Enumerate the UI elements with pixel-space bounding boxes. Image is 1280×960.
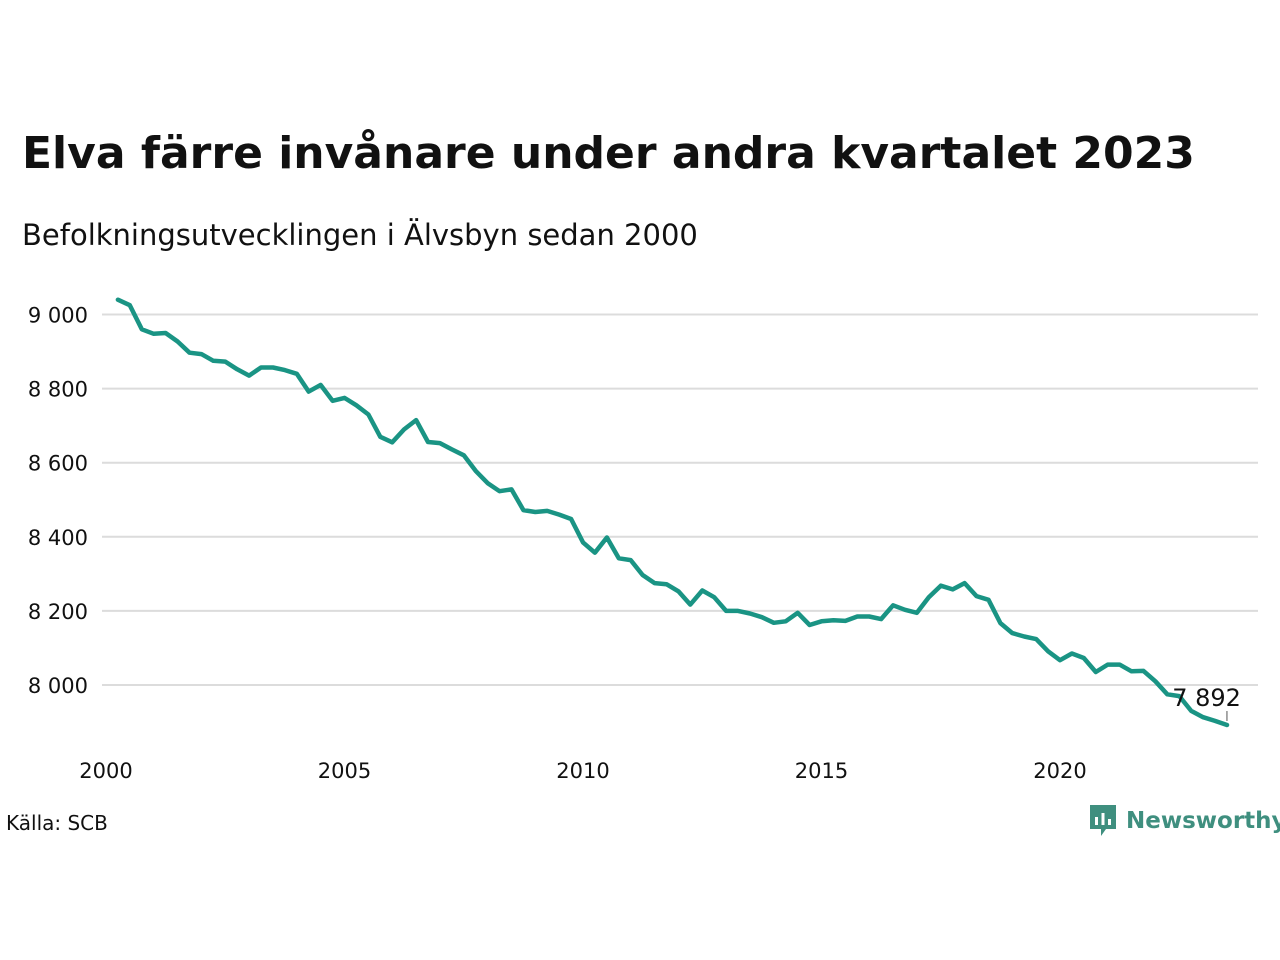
- brand-name: Newsworthy: [1126, 808, 1280, 834]
- gridlines: [102, 313, 1258, 686]
- end-value-label: 7 892: [1172, 684, 1241, 712]
- chart-title: Elva färre invånare under andra kvartale…: [22, 128, 1195, 179]
- y-tick-label: 8 800: [28, 378, 88, 402]
- x-tick-label: 2020: [1033, 759, 1086, 783]
- x-tick-label: 2000: [79, 759, 132, 783]
- y-axis-ticks: 8 000 8 200 8 400 8 600 8 800 9 000: [28, 304, 88, 699]
- chart-subtitle: Befolkningsutvecklingen i Älvsbyn sedan …: [22, 218, 698, 252]
- series-layer: [115, 297, 1230, 728]
- newsworthy-logo-icon: [1090, 805, 1116, 836]
- y-tick-label: 9 000: [28, 304, 88, 328]
- x-tick-label: 2010: [556, 759, 609, 783]
- source-note: Källa: SCB: [6, 811, 108, 835]
- annotation-layer: 7 892: [1172, 684, 1241, 722]
- brand-logo: Newsworthy: [1088, 803, 1280, 839]
- x-tick-label: 2015: [795, 759, 848, 783]
- y-tick-label: 8 400: [28, 526, 88, 550]
- x-tick-label: 2005: [318, 759, 371, 783]
- x-axis-ticks: 2000 2005 2010 2015 2020: [79, 759, 1086, 783]
- y-tick-label: 8 200: [28, 600, 88, 624]
- series-line-population: [115, 297, 1230, 728]
- y-tick-label: 8 600: [28, 452, 88, 476]
- y-tick-label: 8 000: [28, 674, 88, 698]
